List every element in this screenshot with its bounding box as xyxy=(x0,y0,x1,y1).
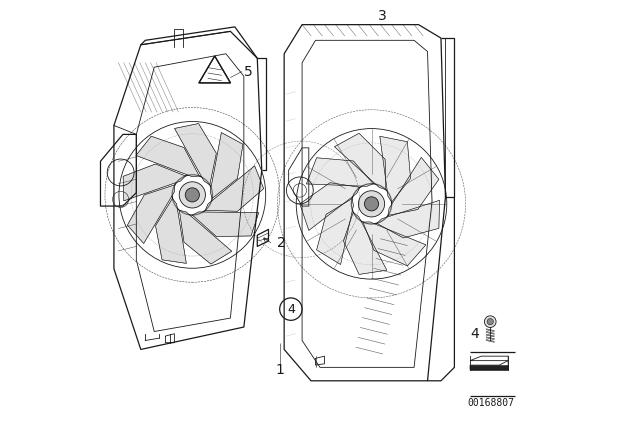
Text: 2: 2 xyxy=(277,236,286,250)
Polygon shape xyxy=(300,183,360,230)
Polygon shape xyxy=(363,222,426,266)
Polygon shape xyxy=(380,136,411,202)
Circle shape xyxy=(185,188,200,202)
Polygon shape xyxy=(136,136,199,177)
Text: 4: 4 xyxy=(470,327,479,341)
Circle shape xyxy=(364,197,379,211)
Polygon shape xyxy=(123,164,186,201)
Polygon shape xyxy=(307,158,373,186)
Polygon shape xyxy=(199,56,230,83)
Polygon shape xyxy=(317,198,353,264)
Polygon shape xyxy=(377,200,440,238)
Circle shape xyxy=(358,191,385,217)
Polygon shape xyxy=(175,124,216,185)
Circle shape xyxy=(484,316,496,327)
Circle shape xyxy=(179,182,205,208)
Polygon shape xyxy=(192,212,259,237)
Text: 1: 1 xyxy=(275,362,284,377)
Polygon shape xyxy=(388,157,439,215)
Polygon shape xyxy=(179,210,232,264)
Polygon shape xyxy=(210,133,243,198)
Text: 4: 4 xyxy=(287,302,295,316)
Text: 5: 5 xyxy=(244,65,253,79)
Polygon shape xyxy=(344,212,387,275)
Polygon shape xyxy=(127,185,175,244)
Circle shape xyxy=(351,184,392,224)
Polygon shape xyxy=(205,166,264,211)
Polygon shape xyxy=(335,133,386,190)
Circle shape xyxy=(172,175,212,215)
Polygon shape xyxy=(470,365,508,370)
Text: 3: 3 xyxy=(378,9,387,23)
Circle shape xyxy=(487,319,493,325)
Text: 00168807: 00168807 xyxy=(468,398,515,408)
Polygon shape xyxy=(156,198,186,263)
